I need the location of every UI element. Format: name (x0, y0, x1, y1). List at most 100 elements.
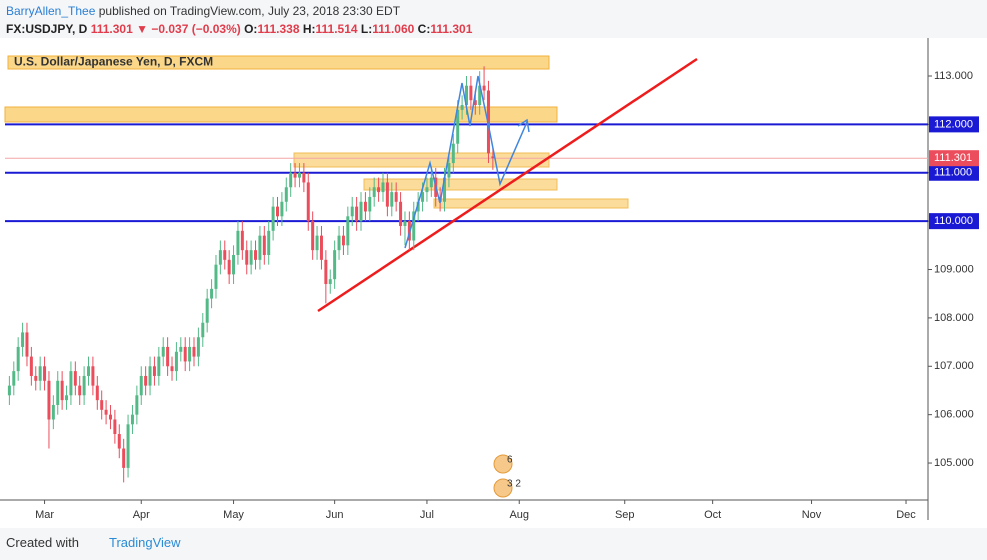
chart-title: U.S. Dollar/Japanese Yen, D, FXCM (14, 55, 213, 69)
candle-body (170, 366, 174, 372)
candle-body (192, 346, 196, 357)
candle-body (78, 385, 82, 396)
candle-body (65, 395, 69, 401)
candle-body (447, 163, 451, 178)
candle-body (491, 156, 495, 159)
o: 111.338 (257, 22, 300, 36)
candle-body (377, 187, 381, 193)
zone (4, 106, 558, 123)
author[interactable]: BarryAllen_Thee (6, 4, 96, 18)
candle-body (34, 375, 38, 381)
price: 111.301 (90, 22, 133, 36)
candle-body (245, 250, 249, 265)
candle-body (469, 85, 473, 101)
candle-body (337, 235, 341, 251)
candle-body (130, 414, 134, 425)
x-tick-label: May (223, 509, 244, 521)
x-tick-label: Aug (509, 509, 529, 521)
candle-body (271, 206, 275, 231)
arrow-path (404, 75, 528, 249)
candle-body (284, 187, 288, 202)
h-label: H: (302, 22, 316, 36)
l-label: L: (360, 22, 373, 36)
candle-body (16, 346, 20, 372)
candle-body (60, 380, 64, 401)
x-tick-label: Nov (802, 509, 822, 521)
candle-body (227, 259, 231, 275)
candle-body (341, 235, 345, 246)
candle-body (161, 346, 165, 357)
c: 111.301 (430, 22, 473, 36)
candle-body (122, 448, 126, 468)
zones (4, 55, 629, 209)
candle-body (465, 85, 468, 106)
level-label: 111.000 (934, 167, 972, 179)
candle-body (166, 346, 170, 367)
candle-body (315, 235, 319, 251)
y-tick-label: 106.000 (934, 409, 974, 421)
event-icon (493, 478, 513, 498)
candle-body (43, 366, 47, 381)
y-tick-label: 107.000 (934, 360, 974, 372)
candle-body (460, 105, 464, 110)
ohlc-line: FX:USDJPY, D 111.301 ▼ −0.037 (−0.03%) O… (6, 22, 472, 36)
c-label: C: (417, 22, 431, 36)
l: 111.060 (372, 22, 415, 36)
candle-body (319, 235, 323, 260)
brand[interactable]: TradingView (108, 535, 181, 550)
candle-body (333, 250, 337, 280)
candle-body (416, 201, 420, 212)
candle-body (117, 434, 121, 449)
y-tick-label: 113.000 (934, 70, 973, 82)
event-label: 6 (507, 455, 513, 466)
trend-line (317, 57, 698, 313)
candle-body (7, 385, 11, 396)
candle-body (355, 206, 359, 222)
candle-body (12, 371, 16, 386)
candle-body (82, 375, 86, 396)
level-label: 110.000 (934, 215, 973, 227)
candle-body (38, 366, 42, 381)
y-tick-label: 105.000 (934, 457, 974, 469)
candle-body (144, 375, 148, 386)
candle-body (135, 395, 139, 415)
last-price-box (929, 150, 979, 167)
candle-body (232, 255, 236, 275)
x-tick-label: Oct (704, 509, 721, 521)
candle-body (174, 351, 178, 372)
candle-body (372, 187, 376, 197)
candle-body (421, 192, 425, 202)
candle-body (201, 322, 205, 338)
candle-body (21, 332, 25, 347)
candle-body (456, 109, 460, 144)
change: −0.037 (−0.03%) (151, 22, 241, 36)
symbol: FX:USDJPY, D (6, 22, 88, 36)
publish-line: BarryAllen_Thee published on TradingView… (6, 4, 400, 18)
candle-body (179, 346, 183, 352)
footer: Created with TradingView (6, 535, 181, 550)
candle-body (368, 196, 372, 212)
candle-body (394, 192, 398, 202)
candle-body (346, 216, 350, 246)
level-label: 112.000 (934, 118, 973, 130)
candle-body (390, 192, 394, 207)
candle-body (297, 172, 301, 178)
candle-body (214, 264, 218, 289)
zone (363, 178, 558, 191)
candle-body (47, 380, 51, 420)
y-tick-label: 108.000 (934, 312, 974, 324)
candle-body (482, 85, 486, 91)
candle-body (240, 230, 244, 251)
y-tick-label: 109.000 (934, 263, 974, 275)
candle-body (429, 177, 433, 188)
event-icon (493, 454, 513, 474)
candle-body (205, 298, 209, 323)
candle-body (69, 371, 73, 396)
candle-body (126, 424, 130, 468)
arrow-head (517, 118, 530, 133)
candle-body (451, 143, 455, 164)
candle-body (425, 187, 429, 193)
candle-body (91, 366, 95, 386)
candle-body (51, 404, 55, 420)
